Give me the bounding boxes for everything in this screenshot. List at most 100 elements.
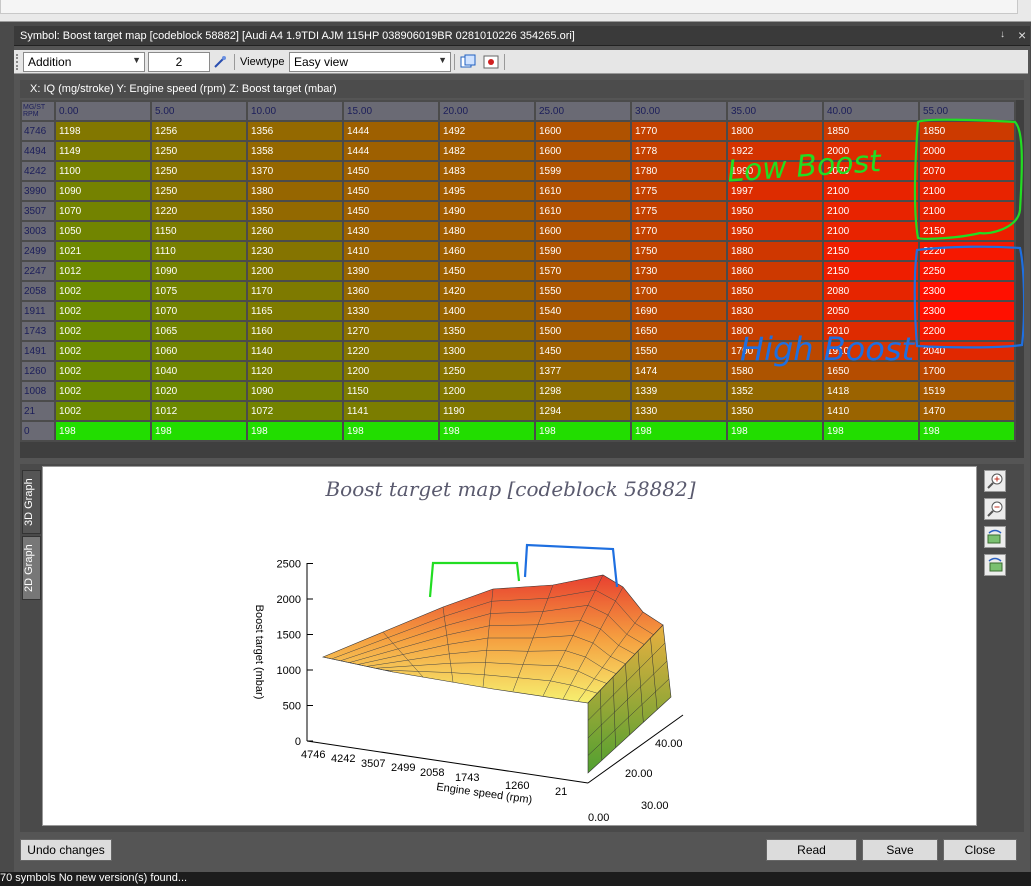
table-cell[interactable]: 1590	[534, 240, 632, 262]
table-cell[interactable]: 2300	[918, 280, 1016, 302]
table-cell[interactable]: 1550	[630, 340, 728, 362]
table-cell[interactable]: 1002	[54, 360, 152, 382]
table-cell[interactable]: 1350	[438, 320, 536, 342]
viewtype-select[interactable]: Easy view ▼	[289, 52, 451, 72]
column-header[interactable]: 40.00	[822, 100, 920, 122]
table-cell[interactable]: 1356	[246, 120, 344, 142]
table-cell[interactable]: 1072	[246, 400, 344, 422]
table-cell[interactable]: 1730	[630, 260, 728, 282]
table-cell[interactable]: 1020	[150, 380, 248, 402]
table-cell[interactable]: 1880	[726, 240, 824, 262]
row-header-rpm[interactable]: 2058	[20, 280, 56, 302]
column-header[interactable]: 25.00	[534, 100, 632, 122]
table-cell[interactable]: 198	[726, 420, 824, 442]
table-cell[interactable]: 1060	[150, 340, 248, 362]
row-header-rpm[interactable]: 21	[20, 400, 56, 422]
table-cell[interactable]: 1570	[534, 260, 632, 282]
table-cell[interactable]: 1250	[150, 140, 248, 162]
table-cell[interactable]: 1450	[534, 340, 632, 362]
tab-2d-graph[interactable]: 2D Graph	[22, 536, 41, 600]
table-cell[interactable]: 1400	[438, 300, 536, 322]
operation-select[interactable]: Addition ▼	[23, 52, 145, 72]
table-cell[interactable]: 1650	[822, 360, 920, 382]
table-cell[interactable]: 1410	[342, 240, 440, 262]
table-cell[interactable]: 1700	[918, 360, 1016, 382]
table-cell[interactable]: 1650	[630, 320, 728, 342]
column-header[interactable]: 20.00	[438, 100, 536, 122]
table-cell[interactable]: 2050	[822, 300, 920, 322]
table-cell[interactable]: 1492	[438, 120, 536, 142]
table-cell[interactable]: 1910	[822, 340, 920, 362]
table-cell[interactable]: 1065	[150, 320, 248, 342]
table-cell[interactable]: 1950	[726, 220, 824, 242]
table-cell[interactable]: 1540	[534, 300, 632, 322]
tab-3d-graph[interactable]: 3D Graph	[22, 470, 41, 534]
table-cell[interactable]: 1170	[246, 280, 344, 302]
table-cell[interactable]: 2000	[918, 140, 1016, 162]
table-cell[interactable]: 1330	[342, 300, 440, 322]
table-cell[interactable]: 1090	[54, 180, 152, 202]
table-cell[interactable]: 198	[438, 420, 536, 442]
table-cell[interactable]: 1778	[630, 140, 728, 162]
table-cell[interactable]: 1470	[918, 400, 1016, 422]
table-cell[interactable]: 2080	[822, 280, 920, 302]
table-cell[interactable]: 1600	[534, 220, 632, 242]
table-cell[interactable]: 1220	[150, 200, 248, 222]
table-cell[interactable]: 1040	[150, 360, 248, 382]
table-cell[interactable]: 1350	[726, 400, 824, 422]
table-cell[interactable]: 1380	[246, 180, 344, 202]
table-cell[interactable]: 1370	[246, 160, 344, 182]
table-cell[interactable]: 1220	[342, 340, 440, 362]
table-cell[interactable]: 1090	[150, 260, 248, 282]
table-cell[interactable]: 1990	[726, 160, 824, 182]
column-header[interactable]: 30.00	[630, 100, 728, 122]
table-cell[interactable]: 1750	[630, 240, 728, 262]
table-cell[interactable]: 1012	[150, 400, 248, 422]
table-cell[interactable]: 198	[822, 420, 920, 442]
table-cell[interactable]: 1850	[822, 120, 920, 142]
table-cell[interactable]: 1250	[438, 360, 536, 382]
table-cell[interactable]: 1002	[54, 280, 152, 302]
table-cell[interactable]: 2150	[822, 260, 920, 282]
table-cell[interactable]: 2100	[918, 180, 1016, 202]
table-cell[interactable]: 1580	[726, 360, 824, 382]
table-cell[interactable]: 1600	[534, 120, 632, 142]
table-cell[interactable]: 198	[342, 420, 440, 442]
table-cell[interactable]: 1700	[726, 340, 824, 362]
amount-input[interactable]: 2	[148, 52, 210, 72]
table-cell[interactable]: 1002	[54, 340, 152, 362]
table-cell[interactable]: 2300	[918, 300, 1016, 322]
row-header-rpm[interactable]: 3003	[20, 220, 56, 242]
table-cell[interactable]: 1350	[246, 200, 344, 222]
row-header-rpm[interactable]: 4746	[20, 120, 56, 142]
table-cell[interactable]: 1110	[150, 240, 248, 262]
table-cell[interactable]: 1352	[726, 380, 824, 402]
column-header[interactable]: 0.00	[54, 100, 152, 122]
table-cell[interactable]: 1500	[534, 320, 632, 342]
table-cell[interactable]: 198	[918, 420, 1016, 442]
table-cell[interactable]: 198	[534, 420, 632, 442]
table-cell[interactable]: 198	[630, 420, 728, 442]
row-header-rpm[interactable]: 1008	[20, 380, 56, 402]
column-header[interactable]: 10.00	[246, 100, 344, 122]
table-cell[interactable]: 1256	[150, 120, 248, 142]
row-header-rpm[interactable]: 1743	[20, 320, 56, 342]
table-cell[interactable]: 1200	[438, 380, 536, 402]
table-cell[interactable]: 1700	[630, 280, 728, 302]
table-cell[interactable]: 1339	[630, 380, 728, 402]
rotate-left-button[interactable]	[984, 526, 1006, 548]
table-cell[interactable]: 2150	[822, 240, 920, 262]
table-cell[interactable]: 1480	[438, 220, 536, 242]
table-cell[interactable]: 1298	[534, 380, 632, 402]
table-cell[interactable]: 2100	[822, 220, 920, 242]
table-cell[interactable]: 1444	[342, 120, 440, 142]
table-cell[interactable]: 1780	[630, 160, 728, 182]
table-cell[interactable]: 1599	[534, 160, 632, 182]
table-cell[interactable]: 1610	[534, 200, 632, 222]
table-cell[interactable]: 1021	[54, 240, 152, 262]
table-cell[interactable]: 1070	[150, 300, 248, 322]
table-cell[interactable]: 2040	[918, 340, 1016, 362]
table-cell[interactable]: 1430	[342, 220, 440, 242]
table-cell[interactable]: 1160	[246, 320, 344, 342]
table-cell[interactable]: 1260	[246, 220, 344, 242]
